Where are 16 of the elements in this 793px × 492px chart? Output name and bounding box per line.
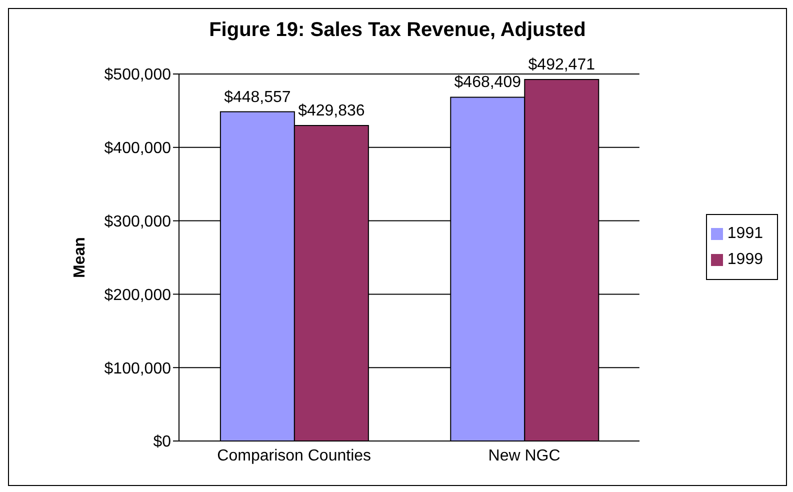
data-label: $468,409: [454, 74, 522, 92]
data-label: $448,557: [224, 88, 291, 106]
y-axis-title: Mean: [72, 237, 89, 278]
y-tick-label: $500,000: [104, 66, 172, 84]
chart-title: Figure 19: Sales Tax Revenue, Adjusted: [208, 19, 587, 42]
y-tick-label: $200,000: [104, 286, 172, 304]
data-label: $492,471: [528, 56, 596, 74]
legend-label: 1999: [727, 251, 763, 268]
legend-label: 1991: [727, 225, 763, 242]
y-tick-label: $400,000: [104, 140, 172, 158]
x-tick-label: Comparison Counties: [217, 447, 372, 464]
y-tick-label: $300,000: [104, 213, 172, 230]
data-label: $429,836: [298, 102, 365, 120]
x-tick-label: New NGC: [488, 447, 560, 464]
y-tick-label: $100,000: [104, 360, 172, 378]
y-tick-label: $0: [153, 434, 172, 451]
